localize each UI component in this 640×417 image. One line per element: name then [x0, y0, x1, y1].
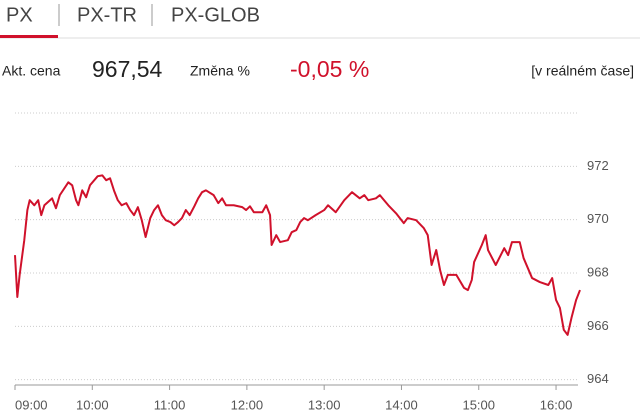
- y-tick-label: 966: [587, 318, 609, 333]
- price-line: [14, 174, 581, 336]
- y-tick-label: 972: [587, 158, 609, 173]
- x-tick-label: 09:00: [15, 397, 48, 412]
- active-tab-underline: [0, 35, 58, 38]
- x-tick-label: 13:00: [308, 397, 341, 412]
- y-tick-label: 964: [587, 371, 609, 386]
- y-tick-label: 968: [587, 264, 609, 279]
- tab[interactable]: PX-TR: [77, 4, 137, 26]
- x-tick-label: 16:00: [540, 397, 573, 412]
- y-tick-label: 970: [587, 211, 609, 226]
- x-tick-label: 15:00: [462, 397, 495, 412]
- x-tick-label: 12:00: [231, 397, 264, 412]
- change: -0,05 %: [290, 56, 369, 82]
- price-label: Akt. cena: [2, 63, 61, 79]
- change-label: Změna %: [190, 63, 250, 79]
- x-tick-label: 11:00: [154, 397, 186, 412]
- price: 967,54: [92, 56, 163, 82]
- x-tick-label: 14:00: [385, 397, 418, 412]
- tab[interactable]: PX-GLOB: [171, 4, 260, 26]
- x-tick-label: 10:00: [76, 397, 109, 412]
- realtime-note: [v reálném čase]: [531, 63, 634, 79]
- tab[interactable]: PX: [6, 4, 33, 26]
